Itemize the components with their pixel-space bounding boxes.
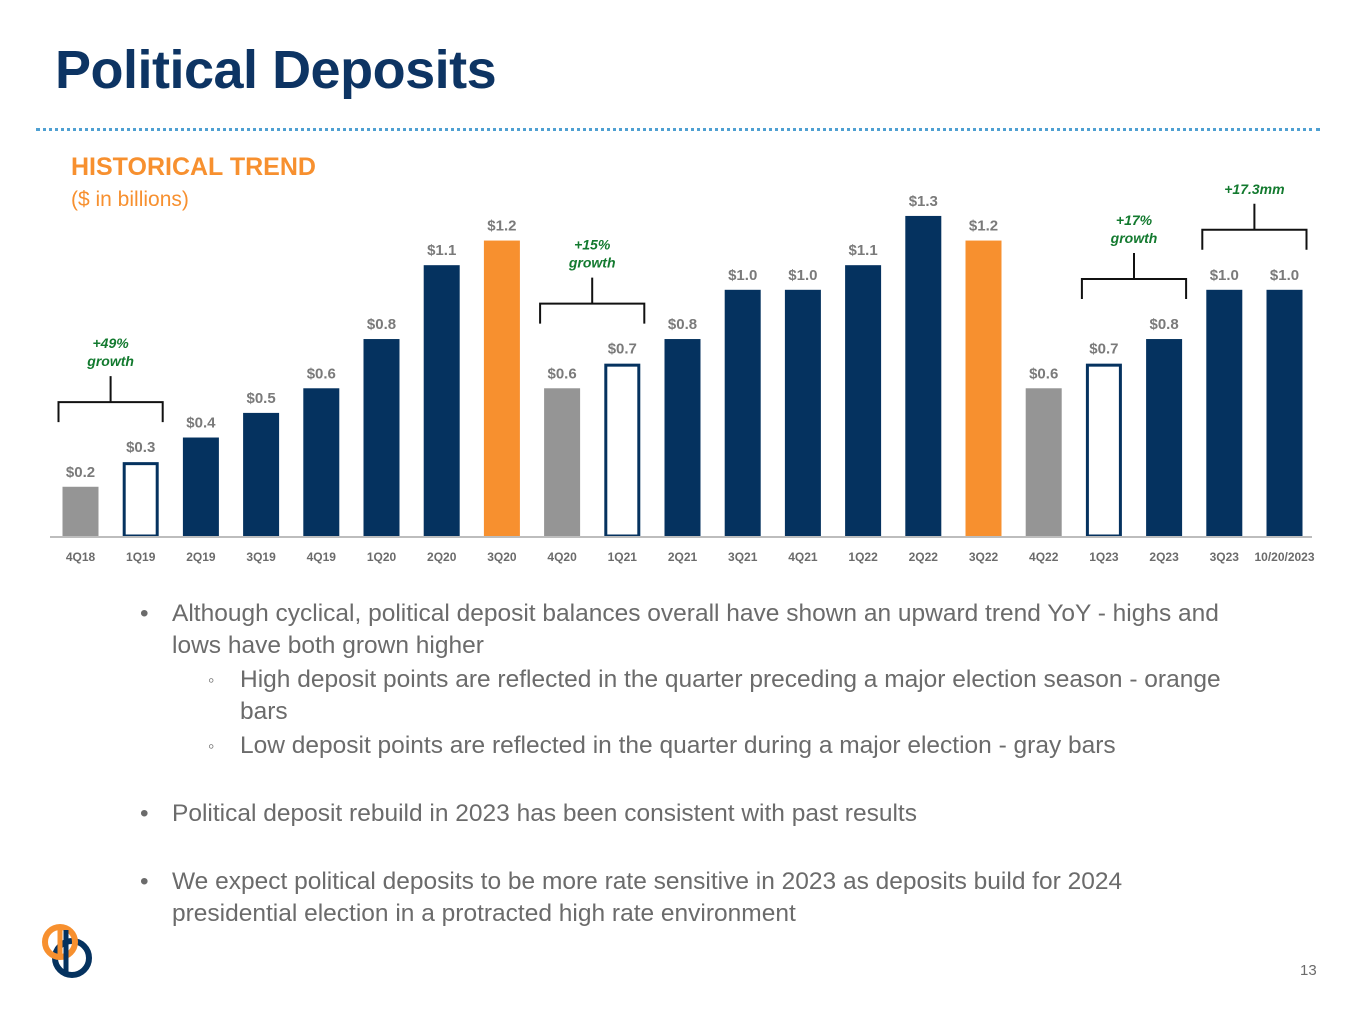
value-label-1Q19: $0.3 [126,439,155,456]
section-subheading: ($ in billions) [71,188,189,211]
tick-label-2Q23: 2Q23 [1149,550,1179,564]
section-heading: HISTORICAL TREND [71,153,316,181]
growth-bracket-3 [1080,253,1188,300]
value-label-3Q23: $1.0 [1210,267,1239,284]
bar-1Q20 [363,339,400,536]
tick-label-4Q22: 4Q22 [1029,550,1059,564]
bar-4Q21 [784,289,821,536]
bar-3Q20 [483,240,520,536]
bullet-text: We expect political deposits to be more … [172,868,1123,927]
value-label-2Q22: $1.3 [909,193,938,210]
bar-4Q18 [62,486,99,536]
bullet-list: • Although cyclical, political deposit ba… [140,598,1240,930]
page-title: Political Deposits [55,40,497,100]
sub-bullet-text: High deposit points are reflected in the… [240,666,1221,725]
growth-annotation-2: +15% growth [568,237,616,271]
value-label-1Q20: $0.8 [367,316,396,333]
tick-label-2Q19: 2Q19 [186,550,216,564]
tick-label-3Q22: 3Q22 [969,550,999,564]
page-number: 13 [1300,962,1317,979]
tick-label-1Q21: 1Q21 [608,550,638,564]
value-label-2Q21: $0.8 [668,316,697,333]
value-label-3Q20: $1.2 [487,218,516,235]
bar-4Q20 [544,388,581,536]
bullet-text: Political deposit rebuild in 2023 has be… [172,800,917,827]
value-label-3Q21: $1.0 [728,267,757,284]
growth-annotation-3: +17% growth [1110,212,1158,246]
bar-1Q19 [122,462,159,538]
growth-bracket-2 [539,277,646,324]
value-label-4Q19: $0.6 [307,365,336,382]
value-label-1Q22: $1.1 [848,242,877,259]
growth-annotation-4: +17.3mm [1224,181,1284,197]
tick-label-1Q20: 1Q20 [367,550,397,564]
growth-annotation-1: +49% growth [86,335,134,369]
value-label-10/20/2023: $1.0 [1270,267,1299,284]
tick-label-2Q22: 2Q22 [909,550,939,564]
sub-bullet-text: Low deposit points are reflected in the … [240,732,1116,759]
title-divider [36,128,1320,131]
bar-4Q19 [303,388,340,536]
bar-2Q22 [905,215,942,536]
value-label-1Q21: $0.7 [608,341,637,358]
value-label-4Q22: $0.6 [1029,365,1058,382]
bar-3Q23 [1206,289,1243,536]
tick-label-4Q19: 4Q19 [307,550,337,564]
bar-3Q19 [243,412,280,536]
tick-label-10/20/2023: 10/20/2023 [1254,550,1314,564]
bullet-text: Although cyclical, political deposit bal… [172,600,1219,659]
value-label-4Q18: $0.2 [66,464,95,481]
value-label-2Q23: $0.8 [1149,316,1178,333]
bar-1Q21 [604,363,641,538]
tick-label-2Q20: 2Q20 [427,550,457,564]
bar-1Q23 [1085,363,1122,538]
tick-label-1Q22: 1Q22 [848,550,878,564]
bullet-item: • Political deposit rebuild in 2023 has b… [140,800,917,827]
value-label-1Q23: $0.7 [1089,341,1118,358]
growth-bracket-1 [57,376,164,423]
growth-bracket-4 [1201,203,1308,250]
bar-1Q22 [845,265,882,536]
bar-4Q22 [1025,388,1062,536]
tick-label-2Q21: 2Q21 [668,550,698,564]
bar-2Q21 [664,339,701,536]
tick-label-1Q23: 1Q23 [1089,550,1119,564]
bullet-item: • Although cyclical, political deposit ba… [140,600,1219,659]
bar-2Q20 [423,265,460,536]
value-label-3Q19: $0.5 [246,390,275,407]
bar-3Q22 [965,240,1002,536]
sub-bullet-item: ◦ Low deposit points are reflected in the… [208,732,1116,759]
tick-label-3Q21: 3Q21 [728,550,758,564]
bank-logo-icon [42,924,92,978]
sub-bullet-item: ◦ High deposit points are reflected in th… [208,666,1221,725]
value-label-3Q22: $1.2 [969,218,998,235]
tick-label-4Q20: 4Q20 [547,550,577,564]
tick-label-4Q21: 4Q21 [788,550,818,564]
bar-10/20/2023 [1266,289,1303,536]
bar-3Q21 [724,289,761,536]
bar-2Q23 [1146,339,1183,536]
value-label-2Q20: $1.1 [427,242,456,259]
bar-2Q19 [182,437,219,536]
tick-label-3Q19: 3Q19 [246,550,276,564]
bullet-item: • We expect political deposits to be more… [140,868,1123,927]
value-label-4Q20: $0.6 [547,365,576,382]
value-label-4Q21: $1.0 [788,267,817,284]
tick-label-3Q20: 3Q20 [487,550,517,564]
tick-label-1Q19: 1Q19 [126,550,156,564]
tick-label-3Q23: 3Q23 [1210,550,1240,564]
tick-label-4Q18: 4Q18 [66,550,96,564]
deposits-bar-chart: $0.2 4Q18 $0.3 1Q19 $0.4 2Q19 $0.5 3Q19 $0.6 4Q19… [50,181,1315,564]
value-label-2Q19: $0.4 [186,415,216,432]
